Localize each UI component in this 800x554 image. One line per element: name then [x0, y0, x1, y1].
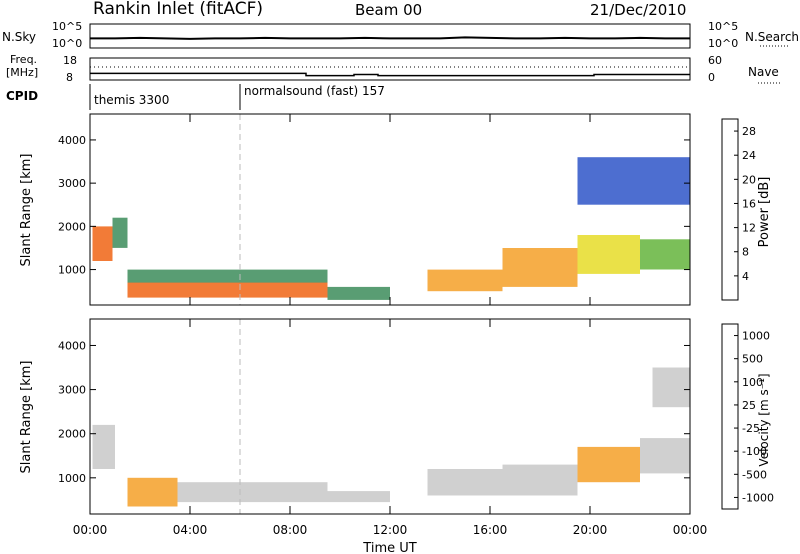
y-tick-label: 2000: [58, 428, 86, 441]
cpid-program-2: normalsound (fast) 157: [244, 84, 385, 98]
x-tick-label: 04:00: [173, 523, 208, 537]
freq-line: [90, 72, 690, 77]
scatter-region-0-8: [640, 239, 690, 270]
scatter-region-0-0: [92, 226, 113, 261]
nave-tick-top: 60: [708, 54, 722, 67]
y-tick-label: 1000: [58, 472, 86, 485]
scatter-region-0-3: [127, 269, 328, 283]
y-tick-label: 1000: [58, 264, 86, 277]
freq-panel: Freq. [MHz] 18 8 60 0 Nave: [6, 53, 782, 84]
colorbar-tick-label: 500: [742, 353, 763, 366]
power-colorbar-label: Power [dB]: [757, 177, 772, 248]
scatter-region-1-2: [177, 482, 328, 503]
power-ylabel: Slant Range [km]: [19, 154, 34, 267]
colorbar-tick-label: 20: [742, 173, 756, 186]
colorbar-tick-label: 100: [742, 376, 763, 389]
y-tick-label: 2000: [58, 220, 86, 233]
colorbar-frame: [721, 118, 739, 301]
beam-title: Beam 00: [355, 1, 422, 19]
x-tick-label: 16:00: [473, 523, 508, 537]
nsky-label: N.Sky: [2, 30, 36, 44]
scatter-region-1-1: [127, 477, 178, 507]
colorbar-tick-label: -1000: [742, 491, 774, 504]
nave-tick-bottom: 0: [708, 71, 715, 84]
nsky-tick-bottom: 10^0: [52, 37, 82, 50]
freq-label-2: [MHz]: [6, 66, 38, 79]
colorbar-tick-label: 28: [742, 125, 756, 138]
velocity-colorbar-label: Velocity [m s⁻¹]: [757, 373, 771, 466]
x-tick-label: 20:00: [573, 523, 608, 537]
x-tick-label: 08:00: [273, 523, 308, 537]
scatter-region-1-4: [427, 469, 503, 496]
nsky-line: [90, 36, 690, 40]
colorbar-tick-label: 1000: [742, 330, 770, 343]
scatter-region-0-1: [112, 217, 128, 248]
power-panel: 1000 2000 3000 4000 Slant Range [km] 4 8 12 16…: [19, 113, 772, 306]
velocity-data-cells: [92, 367, 690, 507]
y-tick-label: 4000: [58, 339, 86, 352]
power-data-cells: [92, 157, 690, 300]
freq-frame: [89, 57, 691, 81]
x-tick-label: 00:00: [73, 523, 108, 537]
colorbar-tick-label: 12: [742, 222, 756, 235]
time-axis-label: Time UT: [362, 541, 416, 554]
power-colorbar: 4 8 12 16 20 24 28: [721, 118, 756, 301]
nsky-panel: N.Sky 10^5 10^0 10^5 10^0 N.Search: [2, 20, 799, 50]
nsearch-tick-top: 10^5: [708, 20, 738, 33]
freq-tick-bottom: 8: [66, 71, 73, 84]
nsearch-tick-bottom: 10^0: [708, 37, 738, 50]
cpid-program-1: themis 3300: [94, 93, 169, 107]
y-tick-label: 3000: [58, 384, 86, 397]
colorbar-tick-label: 25: [742, 399, 756, 412]
nave-label: Nave: [748, 65, 779, 79]
scatter-region-0-4: [327, 286, 390, 300]
cpid-panel: CPID themis 3300 normalsound (fast) 157: [6, 84, 385, 110]
velocity-x-ticks: 00:00 04:00 08:00 12:00 16:00 20:00 00:00: [73, 319, 708, 537]
velocity-panel: 1000 2000 3000 4000 00:00 04:00 08:00 12:00 16:…: [19, 318, 774, 537]
station-title: Rankin Inlet (fitACF): [93, 0, 263, 19]
velocity-colorbar: 1000 500 100 25 -25 -100 -500 -1000: [721, 323, 774, 510]
velocity-y-ticks: 1000 2000 3000 4000: [58, 339, 690, 485]
y-tick-label: 4000: [58, 134, 86, 147]
x-tick-label: 00:00: [673, 523, 708, 537]
velocity-ylabel: Slant Range [km]: [19, 361, 34, 474]
scatter-region-1-3: [327, 491, 390, 503]
scatter-region-1-6: [577, 446, 640, 483]
nsky-tick-top: 10^5: [52, 20, 82, 33]
scatter-region-1-5: [502, 464, 578, 496]
power-x-ticks: [89, 114, 691, 305]
colorbar-tick-label: 24: [742, 149, 756, 162]
scatter-region-1-0: [92, 424, 115, 469]
colorbar-tick-label: -500: [742, 468, 767, 481]
colorbar-tick-label: -25: [742, 422, 760, 435]
colorbar-frame: [721, 323, 739, 510]
colorbar-tick-label: -100: [742, 445, 767, 458]
scatter-region-0-6: [502, 248, 578, 287]
colorbar-tick-label: 8: [742, 246, 749, 259]
date-title: 21/Dec/2010: [590, 1, 686, 19]
scatter-region-0-7: [577, 235, 640, 274]
x-tick-label: 12:00: [373, 523, 408, 537]
scatter-region-0-5: [427, 269, 503, 292]
colorbar-tick-label: 4: [742, 270, 749, 283]
scatter-region-1-7: [640, 438, 690, 474]
freq-label-1: Freq.: [10, 53, 37, 66]
nsearch-label: N.Search: [745, 30, 799, 44]
scatter-region-0-2: [127, 282, 328, 298]
freq-tick-top: 18: [63, 54, 77, 67]
scatter-region-1-8: [652, 367, 690, 408]
power-y-ticks: 1000 2000 3000 4000: [58, 134, 690, 277]
colorbar-tick-label: 16: [742, 197, 756, 210]
nsky-frame: [89, 23, 691, 49]
scatter-region-0-9: [577, 157, 690, 205]
cpid-label: CPID: [6, 89, 38, 103]
y-tick-label: 3000: [58, 177, 86, 190]
